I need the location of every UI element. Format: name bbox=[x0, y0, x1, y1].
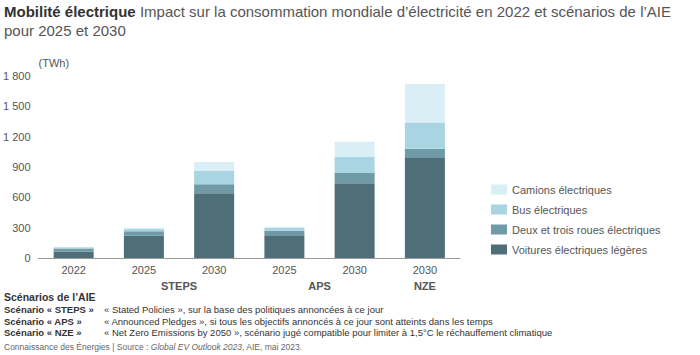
svg-text:300: 300 bbox=[12, 222, 30, 234]
html-text:« Stated Policies », sur la ba: « Stated Policies », sur la base des pol… bbox=[104, 304, 384, 315]
html-text:Scénarios de l’AIE: Scénarios de l’AIE bbox=[4, 291, 96, 303]
html-text:« Announced Pledges », si tous: « Announced Pledges », si tous les objec… bbox=[104, 315, 493, 327]
svg-text:900: 900 bbox=[12, 161, 30, 173]
svg-text:NZE: NZE bbox=[414, 280, 436, 292]
svg-text:2030: 2030 bbox=[413, 264, 437, 276]
svg-text:Bus électriques: Bus électriques bbox=[512, 204, 588, 216]
svg-text:1 200: 1 200 bbox=[3, 131, 31, 143]
html-text:Scénario « APS »: Scénario « APS » bbox=[4, 315, 82, 327]
svg-text:2030: 2030 bbox=[342, 264, 366, 276]
svg-text:2022: 2022 bbox=[61, 264, 85, 276]
svg-text:APS: APS bbox=[308, 280, 331, 292]
svg-text:Deux et trois roues électrique: Deux et trois roues électriques bbox=[512, 224, 661, 236]
html-text:Connaissance des Énergies | So: Connaissance des Énergies | Source : Glo… bbox=[4, 342, 302, 352]
html-text:Scénario « STEPS »: Scénario « STEPS » bbox=[4, 304, 94, 315]
html-text:Mobilité électrique Impact sur: Mobilité électrique Impact sur la consom… bbox=[4, 3, 671, 39]
svg-text:0: 0 bbox=[24, 252, 30, 264]
svg-text:2030: 2030 bbox=[202, 264, 226, 276]
svg-text:(TWh): (TWh) bbox=[39, 57, 70, 69]
svg-text:STEPS: STEPS bbox=[161, 280, 197, 292]
svg-text:600: 600 bbox=[12, 191, 30, 203]
html-text:« Net Zero Emissions by 2050 »: « Net Zero Emissions by 2050 », scénario… bbox=[104, 327, 553, 338]
html-text:Scénario « NZE »: Scénario « NZE » bbox=[4, 327, 82, 338]
svg-text:Voitures électriques légères: Voitures électriques légères bbox=[512, 244, 648, 256]
svg-text:Camions électriques: Camions électriques bbox=[512, 184, 612, 196]
svg-text:1 500: 1 500 bbox=[3, 100, 31, 112]
svg-text:1 800: 1 800 bbox=[3, 70, 31, 82]
svg-text:2025: 2025 bbox=[272, 264, 296, 276]
svg-text:2025: 2025 bbox=[132, 264, 156, 276]
